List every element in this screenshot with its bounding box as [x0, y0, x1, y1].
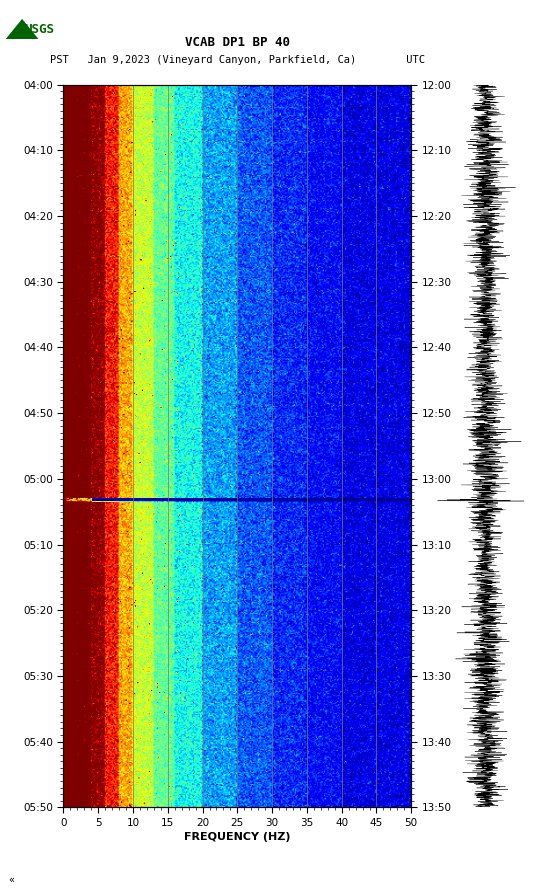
Text: «: « [8, 875, 14, 885]
Text: USGS: USGS [25, 22, 55, 36]
Text: PST   Jan 9,2023 (Vineyard Canyon, Parkfield, Ca)        UTC: PST Jan 9,2023 (Vineyard Canyon, Parkfie… [50, 54, 425, 65]
Polygon shape [6, 19, 39, 39]
X-axis label: FREQUENCY (HZ): FREQUENCY (HZ) [184, 832, 290, 842]
Text: VCAB DP1 BP 40: VCAB DP1 BP 40 [185, 37, 290, 49]
